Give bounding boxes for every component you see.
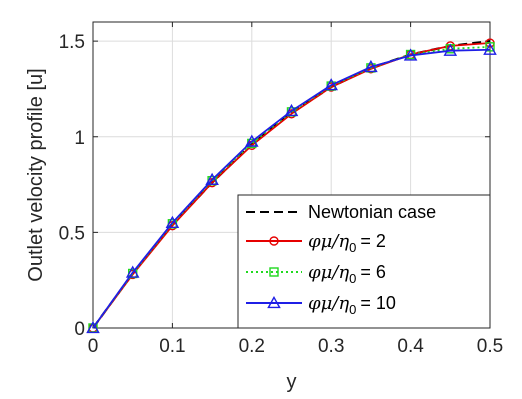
legend-label-value: = 2 xyxy=(360,231,386,251)
y-tick-label: 1 xyxy=(74,128,85,149)
x-tick-label: 0.1 xyxy=(159,336,185,357)
data-point-triangle xyxy=(364,59,378,73)
data-point-triangle xyxy=(86,320,100,334)
legend-label-subscript: 0 xyxy=(349,240,356,255)
y-tick-label: 0 xyxy=(74,319,85,340)
legend-label-value: = 6 xyxy=(360,262,386,282)
legend-label-value: = 10 xyxy=(360,293,396,313)
series-line xyxy=(92,45,491,329)
series-layer xyxy=(86,38,497,334)
legend-box xyxy=(237,194,491,329)
x-tick-label: 0.4 xyxy=(397,336,424,357)
x-tick-label: 0.2 xyxy=(239,336,265,357)
x-tick-label: 0.3 xyxy=(318,336,344,357)
data-point-circle xyxy=(269,236,279,246)
legend-entry: φμ/η0 = 2 xyxy=(246,231,386,255)
legend-label: Newtonian case xyxy=(308,202,436,222)
series-3 xyxy=(86,42,497,334)
x-tick-label: 0 xyxy=(88,336,99,357)
legend-label: φμ/η0 = 10 xyxy=(308,293,396,317)
data-point-triangle xyxy=(443,43,458,56)
axis-ticks: 0 0.1 0.2 0.3 0.4 0.5 0 0.5 1 1.5 xyxy=(59,22,503,357)
legend-label-subscript: 0 xyxy=(349,302,356,317)
x-axis-label: y xyxy=(287,371,297,393)
data-point-triangle xyxy=(324,78,338,91)
legend-entry: φμ/η0 = 10 xyxy=(246,293,396,317)
data-point-triangle xyxy=(165,215,180,228)
data-point-triangle xyxy=(267,295,281,309)
data-point-triangle xyxy=(245,134,259,147)
series-line xyxy=(92,48,491,329)
legend-label-subscript: 0 xyxy=(349,271,356,286)
data-point-triangle xyxy=(125,265,140,278)
data-point-square xyxy=(269,267,279,277)
data-point-triangle xyxy=(403,48,418,61)
data-point-triangle xyxy=(483,42,497,55)
x-tick-label: 0.5 xyxy=(477,336,503,357)
legend-label-symbol: φμ/η xyxy=(308,231,349,252)
data-point-triangle xyxy=(284,103,299,117)
legend-label: φμ/η0 = 2 xyxy=(308,231,386,255)
y-axis-label: Outlet velocity profile [u] xyxy=(25,68,47,281)
y-tick-label: 0.5 xyxy=(59,223,85,244)
legend-entry: φμ/η0 = 6 xyxy=(246,262,386,286)
legend-entry: Newtonian case xyxy=(246,202,436,222)
data-point-triangle xyxy=(205,172,219,185)
legend-label-symbol: φμ/η xyxy=(308,293,349,314)
legend-label-symbol: φμ/η xyxy=(308,262,349,283)
y-tick-label: 1.5 xyxy=(59,32,85,53)
legend-label: φμ/η0 = 6 xyxy=(308,262,386,286)
series-line xyxy=(92,42,491,329)
